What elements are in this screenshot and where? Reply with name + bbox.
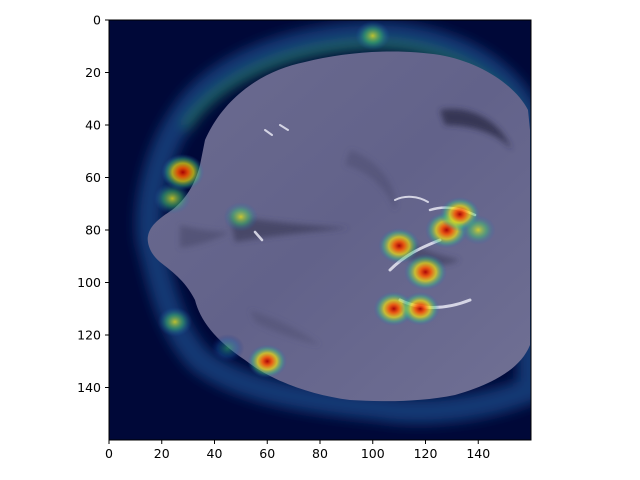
y-tick-label: 120 [77,328,101,343]
x-tick-label: 20 [154,446,170,461]
heat-hotspot [404,253,447,291]
heat-hotspot [157,307,193,337]
x-tick-label: 80 [312,446,328,461]
heatmap-image [109,20,531,440]
y-axis: 0 20 40 60 80 100 120 140 [77,13,109,395]
heat-hotspot [153,182,191,215]
x-tick-label: 120 [414,446,438,461]
y-tick-label: 140 [77,380,101,395]
hotspot-layer [153,21,496,378]
heat-hotspot [355,21,390,51]
heat-hotspot [378,228,420,264]
x-tick-label: 140 [466,446,490,461]
heat-hotspot [211,334,245,363]
y-tick-label: 20 [85,65,101,80]
heat-hotspot [400,292,440,326]
y-tick-label: 60 [85,170,101,185]
x-tick-label: 100 [361,446,385,461]
y-tick-label: 0 [93,13,101,28]
x-axis: 0 20 40 60 80 100 120 140 [105,440,490,461]
y-tick-label: 80 [85,223,101,238]
x-tick-label: 0 [105,446,113,461]
heat-hotspot [161,154,205,191]
heat-hotspot [461,215,496,245]
y-tick-label: 100 [77,275,101,290]
x-tick-label: 40 [207,446,223,461]
y-tick-label: 40 [85,118,101,133]
x-tick-label: 60 [259,446,275,461]
heat-hotspot [247,344,287,378]
heat-hotspot [223,202,259,232]
